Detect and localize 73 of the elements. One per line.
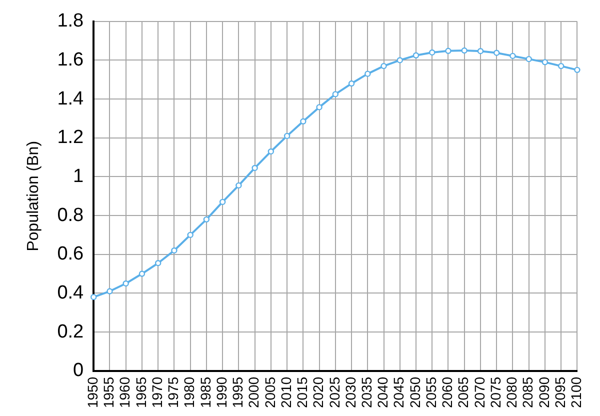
y-tick-label: 1.4 [57,88,84,110]
x-tick-label: 2005 [262,376,278,408]
point [364,70,371,77]
x-tick-label: 1950 [84,376,100,408]
x-tick-label: 2085 [520,376,536,408]
y-tick-label: 0.6 [57,244,84,265]
x-tick-label: 2040 [374,376,391,408]
y-tick-label: 1.6 [57,49,84,70]
x-tick-label: 2100 [568,376,584,408]
x-tick-label: 2030 [342,376,358,408]
x-tick-label: 2015 [294,376,310,408]
x-tick-label: 2045 [390,376,407,408]
point [219,198,226,206]
x-tick-label: 2000 [246,376,262,408]
point [396,57,403,64]
point [348,80,355,87]
point [574,66,580,74]
point [122,280,129,287]
x-tick-label: 1985 [197,376,214,408]
x-tick-label: 2090 [536,376,552,408]
point [106,288,113,294]
x-tick-label: 2080 [504,376,520,408]
x-tick-label: 2060 [439,376,456,408]
point [429,49,436,56]
x-tick-label: 2035 [358,376,375,408]
point [445,48,452,54]
x-tick-label: 1960 [116,376,133,408]
point [461,47,468,54]
x-tick-label: 1980 [181,376,198,408]
x-tick-label: 2070 [471,376,488,408]
y-tick-label: 0 [73,360,84,382]
point [90,294,97,300]
x-tick-label: 1955 [100,376,117,408]
x-tick-label: 2025 [326,376,342,408]
point [154,260,162,266]
x-tick-label: 2075 [487,376,504,408]
point [510,52,516,60]
point [316,104,322,110]
x-tick-label: 1990 [213,376,230,408]
x-tick-label: 2020 [310,376,326,408]
y-tick-label: 1.8 [57,10,84,32]
x-tick-label: 2095 [552,376,568,408]
point [412,52,420,58]
y-axis-title: Population (Bn) [25,140,42,252]
x-tick-label: 2065 [455,376,472,408]
point [203,216,210,223]
point [138,270,146,277]
point [558,62,564,70]
point [284,132,290,140]
y-tick-label: 0.4 [57,282,84,304]
point [268,148,274,155]
x-tick-label: 1975 [165,376,182,408]
y-tick-label: 0.8 [57,204,84,226]
x-tick-label: 2050 [406,376,423,408]
y-tick-label: 1 [73,166,84,187]
y-tick-label: 0.2 [57,321,84,342]
x-tick-label: 2010 [278,376,294,408]
point [477,48,484,54]
point [494,50,500,56]
point [252,164,258,172]
point [236,182,242,189]
point [526,56,532,62]
x-tick-label: 1965 [132,376,149,408]
point [380,62,387,70]
point [332,91,339,98]
point [542,59,548,66]
x-tick-label: 2055 [422,376,439,408]
point [187,232,194,238]
y-tick-label: 1.2 [57,127,84,148]
x-tick-label: 1995 [230,376,246,408]
x-tick-label: 1970 [148,376,165,408]
point [300,118,306,124]
point [171,247,178,254]
